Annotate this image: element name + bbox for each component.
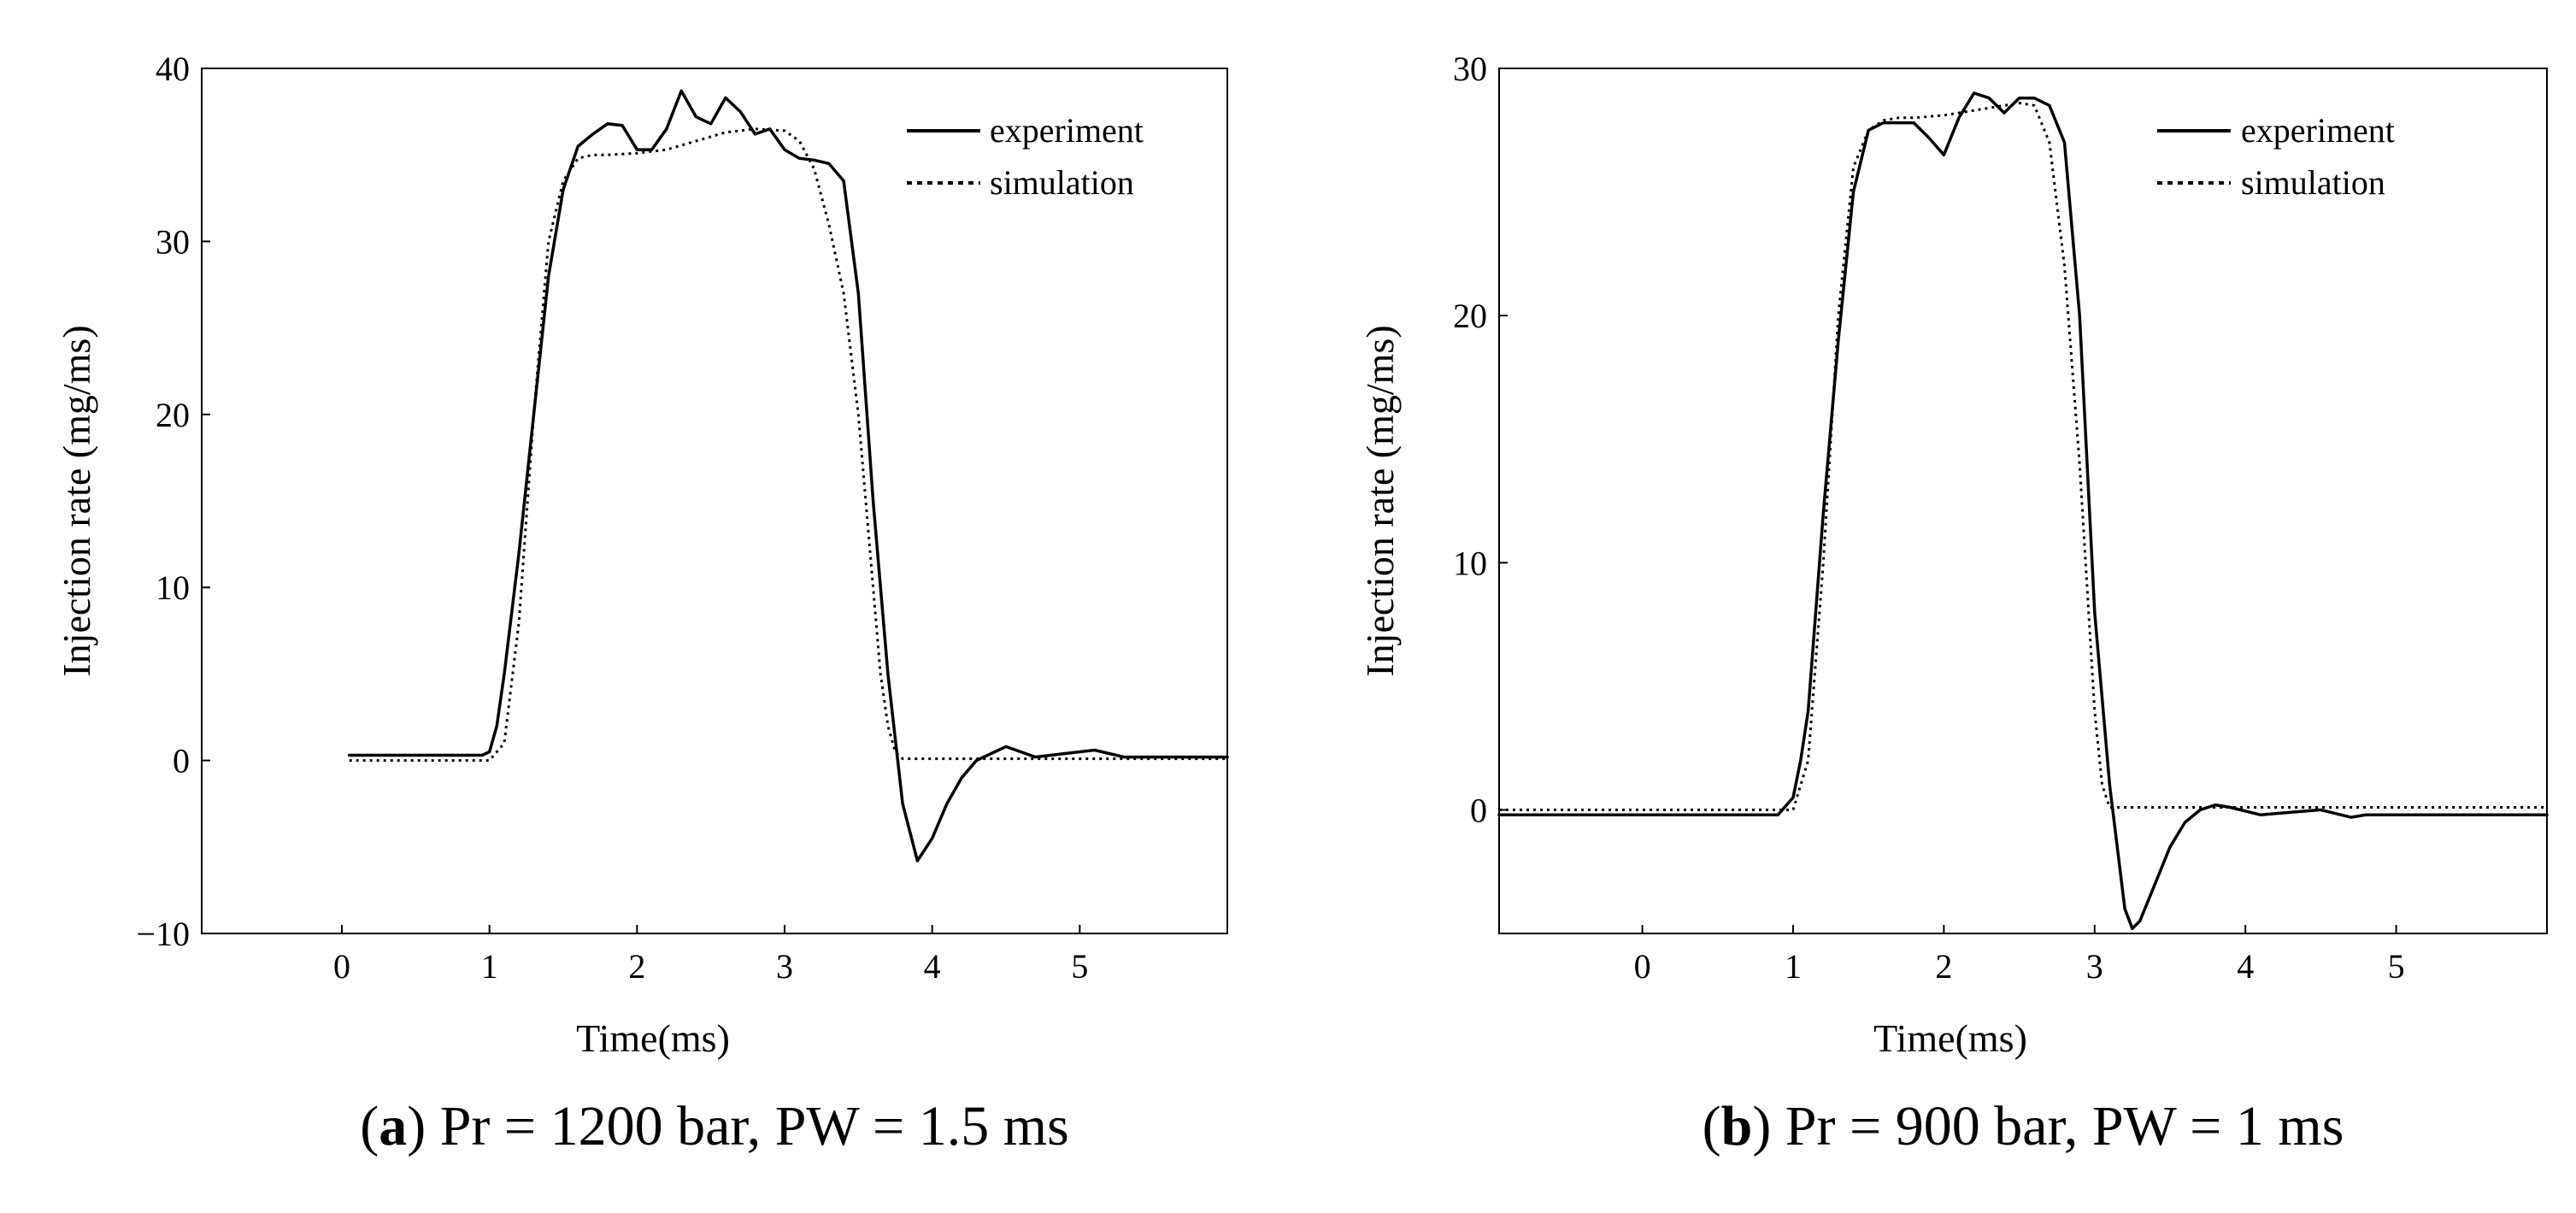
x-tick-label: 0 (333, 947, 350, 986)
caption-a: (a) Pr = 1200 bar, PW = 1.5 ms (360, 1095, 1069, 1157)
caption-letter-a: a (379, 1095, 408, 1157)
x-tick-label: 3 (2086, 947, 2103, 986)
x-axis-ticks-b: 0 1 2 3 4 5 (1634, 925, 2405, 986)
chart-panel-b: 0 10 20 30 0 1 2 3 4 5 Time(ms) Injection rate (… (1358, 50, 2549, 1060)
x-tick-label: 1 (481, 947, 498, 986)
x-tick-label: 3 (776, 947, 793, 986)
x-axis-label-a: Time(ms) (576, 1016, 730, 1060)
plot-area-b (1498, 68, 2548, 934)
x-axis-ticks-a: 0 1 2 3 4 5 (333, 925, 1088, 986)
legend-b: experiment simulation (2157, 111, 2395, 202)
x-tick-label: 4 (924, 947, 941, 986)
y-axis-ticks-b: 0 10 20 30 (1453, 50, 1508, 829)
x-tick-label: 2 (628, 947, 645, 986)
series-line-experiment (347, 89, 1229, 863)
plot-area-a (201, 68, 1228, 934)
series-group-b (1497, 91, 2549, 930)
y-tick-label: 0 (1470, 791, 1487, 829)
series-line-simulation (1499, 102, 2547, 811)
x-tick-label: 1 (1785, 947, 1802, 986)
y-tick-label: 20 (156, 396, 190, 434)
y-tick-label: 20 (1453, 297, 1487, 335)
y-tick-label: 10 (156, 568, 190, 607)
caption-text-b: Pr = 900 bar, PW = 1 ms (1785, 1095, 2344, 1157)
y-tick-label: 10 (1453, 544, 1487, 582)
legend-label-experiment-b: experiment (2241, 111, 2395, 150)
x-tick-label: 0 (1634, 947, 1651, 986)
x-tick-label: 2 (1935, 947, 1952, 986)
y-axis-ticks-a: −10 0 10 20 30 40 (136, 50, 210, 953)
y-tick-label: 40 (156, 50, 190, 88)
caption-text-a: Pr = 1200 bar, PW = 1.5 ms (439, 1095, 1069, 1157)
series-line-simulation (349, 127, 1227, 763)
x-axis-label-b: Time(ms) (1873, 1016, 2027, 1060)
x-tick-label: 4 (2237, 947, 2254, 986)
legend-a: experiment simulation (907, 111, 1144, 202)
chart-panel-a: −10 0 10 20 30 40 0 1 2 3 4 5 Time(ms) Injection r… (55, 50, 1229, 1060)
x-tick-label: 5 (2388, 947, 2405, 986)
y-tick-label: 0 (173, 742, 190, 780)
series-group-a (347, 89, 1229, 863)
y-tick-label: 30 (156, 222, 190, 261)
caption-letter-b: b (1720, 1095, 1753, 1157)
y-tick-label: 30 (1453, 50, 1487, 88)
caption-b: (b) Pr = 900 bar, PW = 1 ms (1702, 1095, 2344, 1157)
y-tick-label: −10 (136, 915, 190, 953)
series-line-experiment (1497, 91, 2549, 930)
y-axis-label-a: Injection rate (mg/ms) (55, 325, 98, 676)
x-tick-label: 5 (1071, 947, 1088, 986)
legend-label-experiment-a: experiment (990, 111, 1144, 150)
legend-label-simulation-b: simulation (2241, 163, 2385, 202)
legend-label-simulation-a: simulation (990, 163, 1134, 202)
y-axis-label-b: Injection rate (mg/ms) (1358, 325, 1402, 676)
